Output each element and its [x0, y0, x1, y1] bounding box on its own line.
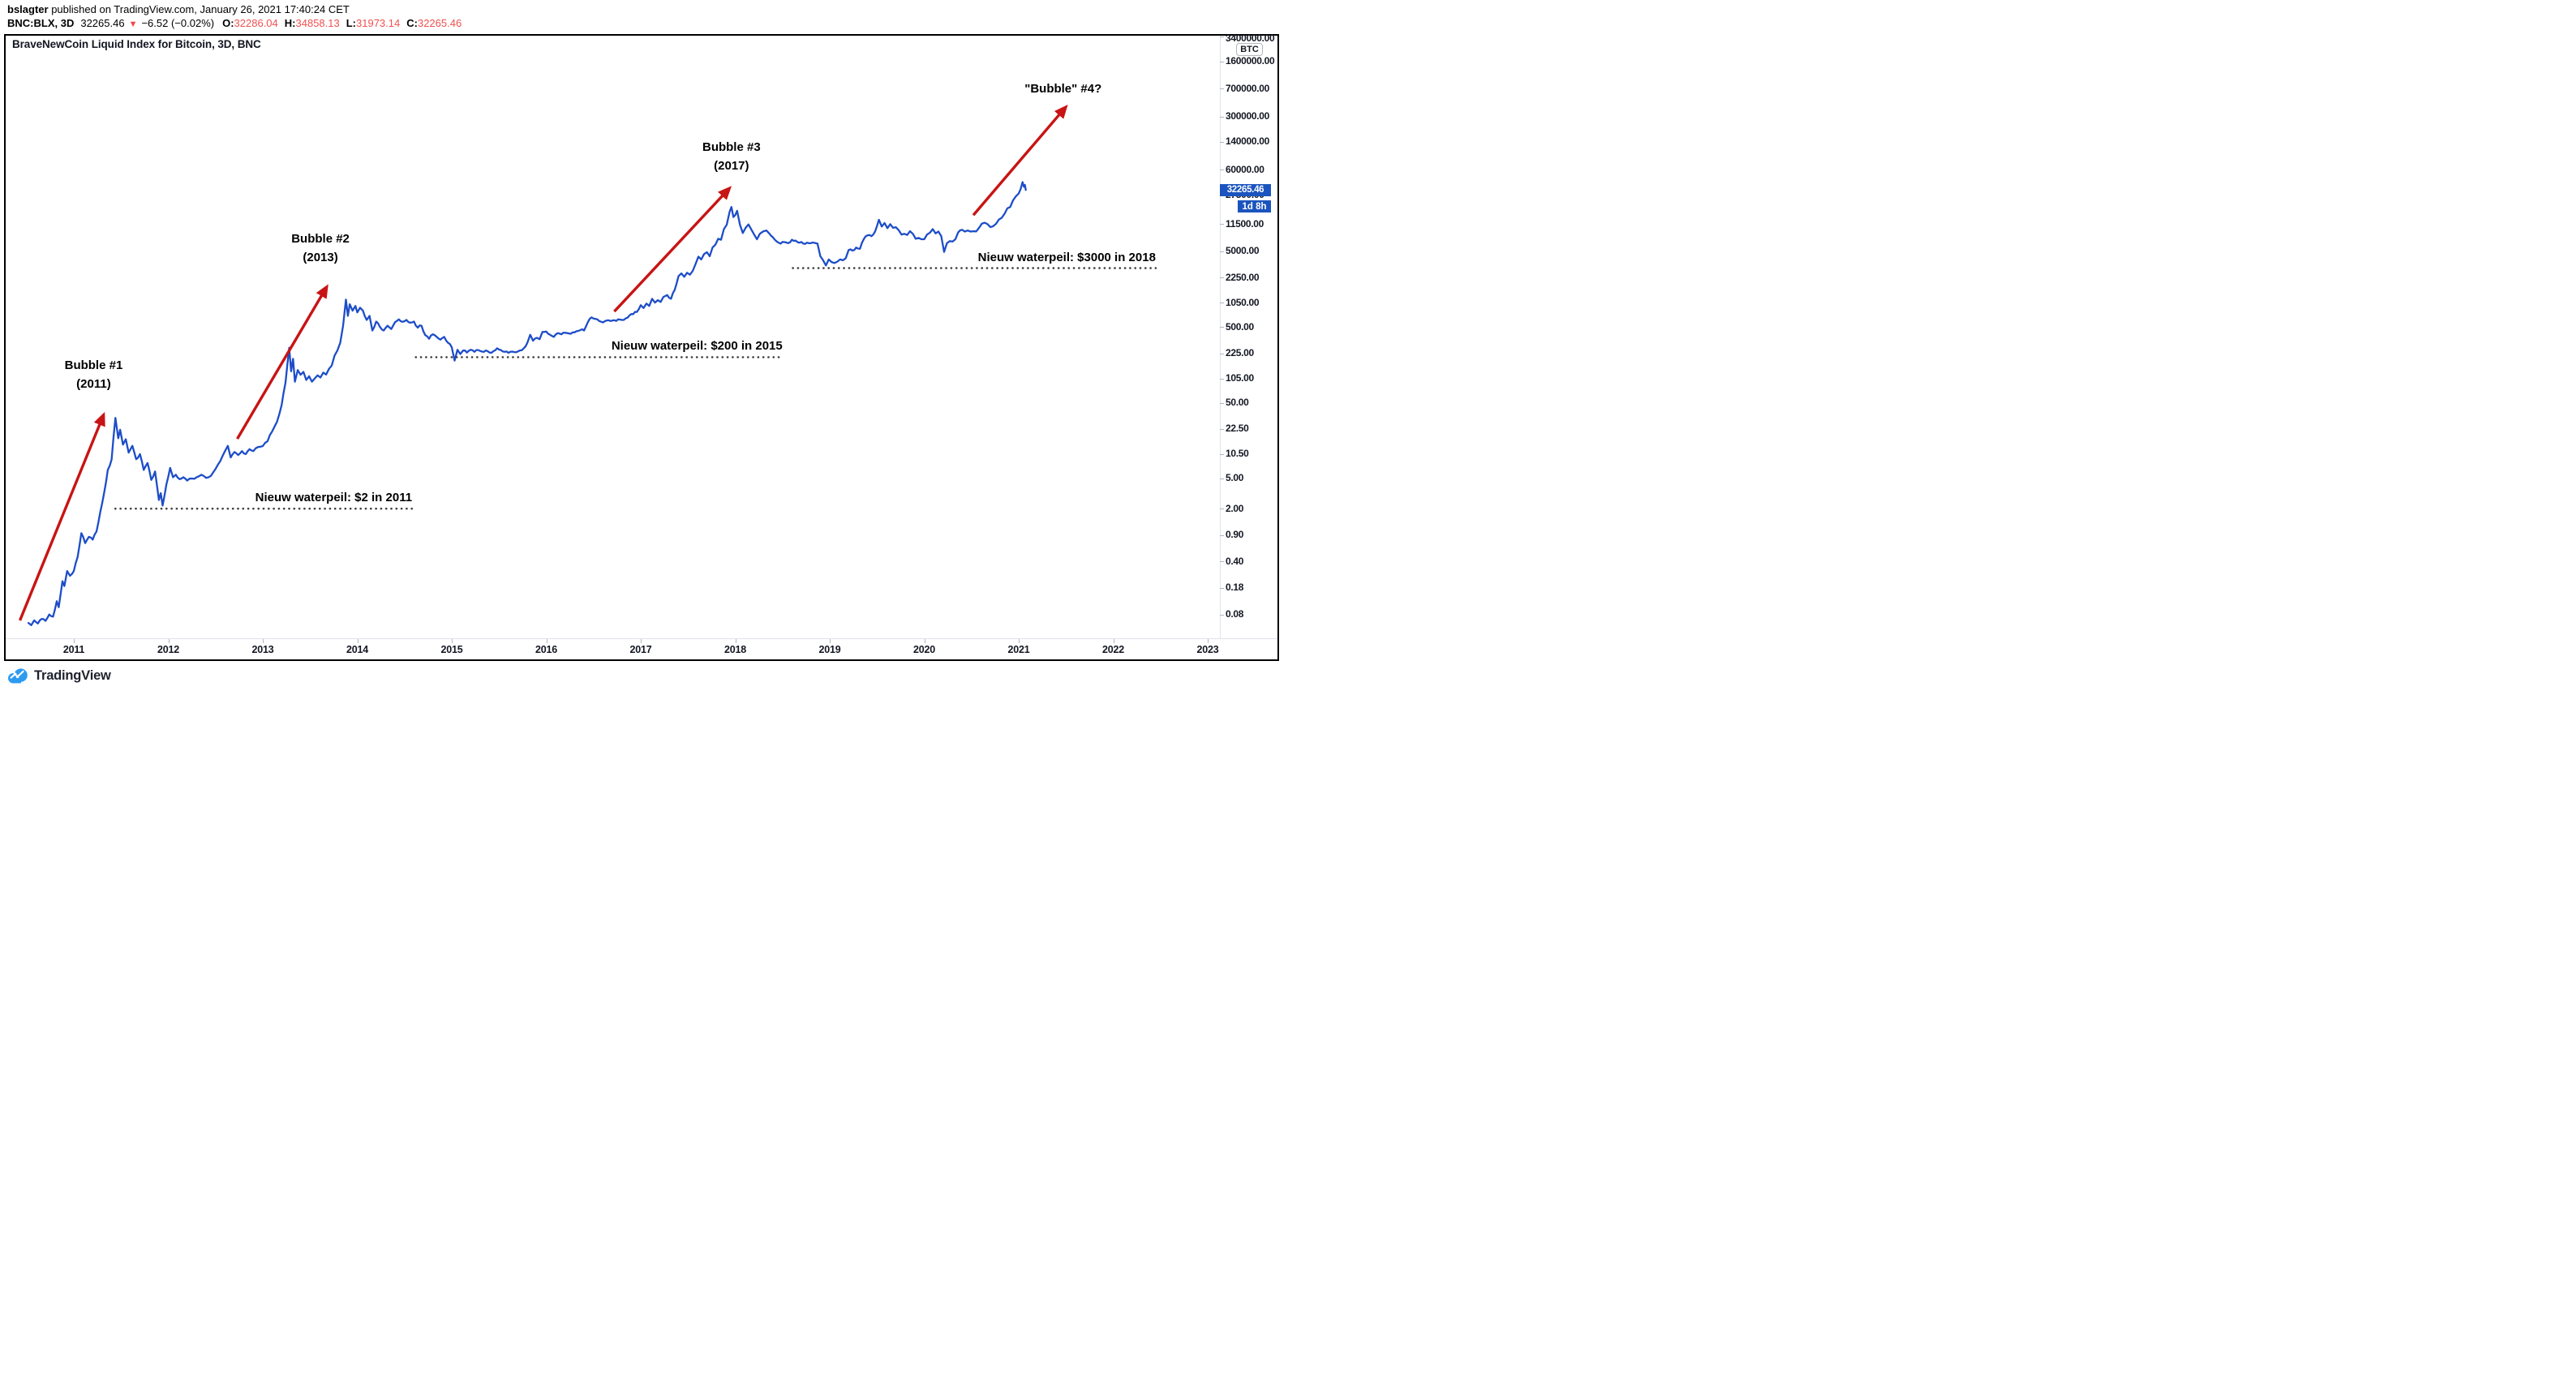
- price-tick-label: 0.90: [1226, 529, 1244, 541]
- waterline-label-2[interactable]: Nieuw waterpeil: $200 in 2015: [611, 339, 783, 354]
- year-label-2022: 2022: [1101, 644, 1125, 655]
- price-tick-label: 0.40: [1226, 555, 1244, 567]
- price-tick-label: 0.18: [1226, 582, 1244, 594]
- year-label-2016: 2016: [535, 644, 558, 655]
- price-tick-mark: [1220, 429, 1224, 430]
- tradingview-logo[interactable]: TradingView: [7, 665, 111, 686]
- price-tick-label: 700000.00: [1226, 82, 1270, 94]
- published-text: published on TradingView.com, January 26…: [51, 3, 350, 15]
- year-label-2017: 2017: [629, 644, 652, 655]
- author-name: bslagter: [7, 3, 49, 15]
- price-tick-label: 5.00: [1226, 472, 1244, 484]
- year-label-2023: 2023: [1196, 644, 1219, 655]
- year-label-2020: 2020: [912, 644, 936, 655]
- price-tick-label: 300000.00: [1226, 110, 1270, 122]
- price-tick-label: 22.50: [1226, 423, 1249, 435]
- trend-arrow-4[interactable]: [972, 104, 1068, 217]
- symbol-ohlc-row: BNC:BLX, 3D 32265.46 ▼ −6.52 (−0.02%) O:3228…: [7, 17, 468, 29]
- tradingview-cloud-icon: [8, 668, 28, 684]
- year-tick-mark: [830, 639, 831, 643]
- year-tick-mark: [452, 639, 453, 643]
- current-price-badge: 32265.46: [1220, 183, 1271, 196]
- high-value: 34858.13: [295, 17, 340, 29]
- symbol-label: BNC:BLX, 3D: [7, 17, 75, 29]
- high-label: H:: [284, 17, 296, 29]
- price-scale-separator: [1220, 36, 1221, 638]
- price-tick-mark: [1220, 277, 1224, 279]
- tradingview-published-chart: bslagter published on TradingView.com, J…: [0, 0, 1288, 691]
- year-label-2011: 2011: [62, 644, 85, 655]
- close-label: C:: [406, 17, 418, 29]
- price-tick-mark: [1220, 534, 1224, 536]
- price-tick-mark: [1220, 561, 1224, 563]
- price-tick-label: 2250.00: [1226, 271, 1260, 283]
- price-tick-label: 0.08: [1226, 608, 1244, 620]
- price-chart-plot[interactable]: [0, 0, 1288, 691]
- waterline-label-3[interactable]: Nieuw waterpeil: $3000 in 2018: [977, 250, 1156, 264]
- change-text: −6.52 (−0.02%): [141, 17, 215, 29]
- year-tick-mark: [1208, 639, 1209, 643]
- price-tick-mark: [1220, 614, 1224, 616]
- year-label-2014: 2014: [346, 644, 369, 655]
- price-tick-label: 11500.00: [1226, 217, 1264, 230]
- price-down-icon: ▼: [128, 19, 138, 29]
- year-label-2013: 2013: [251, 644, 274, 655]
- last-price: 32265.46: [80, 17, 125, 29]
- low-label: L:: [346, 17, 357, 29]
- price-tick-label: 5000.00: [1226, 245, 1260, 257]
- trend-arrow-2[interactable]: [236, 284, 328, 440]
- price-tick-mark: [1220, 453, 1224, 455]
- price-tick-label: 2.00: [1226, 502, 1244, 514]
- time-scale-separator: [6, 638, 1277, 639]
- price-tick-label: 500.00: [1226, 320, 1254, 333]
- bubble-annotation-3[interactable]: Bubble #3 (2017): [702, 140, 761, 173]
- tradingview-wordmark: TradingView: [34, 667, 111, 683]
- year-label-2021: 2021: [1007, 644, 1030, 655]
- price-tick-mark: [1220, 141, 1224, 143]
- price-tick-label: 1050.00: [1226, 296, 1260, 308]
- price-tick-label: 1600000.00: [1226, 55, 1275, 67]
- year-label-2015: 2015: [440, 644, 463, 655]
- price-tick-mark: [1220, 402, 1224, 404]
- currency-unit-badge: BTC: [1236, 43, 1263, 56]
- price-tick-label: 225.00: [1226, 347, 1254, 359]
- year-label-2012: 2012: [157, 644, 180, 655]
- price-tick-mark: [1220, 88, 1224, 90]
- price-tick-mark: [1220, 224, 1224, 225]
- price-tick-label: 10.50: [1226, 448, 1249, 460]
- price-tick-mark: [1220, 327, 1224, 328]
- chart-frame: [4, 34, 1279, 661]
- price-tick-mark: [1220, 36, 1224, 38]
- price-tick-label: 60000.00: [1226, 163, 1264, 175]
- open-label: O:: [222, 17, 234, 29]
- year-tick-mark: [168, 639, 170, 643]
- year-label-2019: 2019: [818, 644, 841, 655]
- trend-arrow-1[interactable]: [19, 411, 105, 621]
- year-tick-mark: [1019, 639, 1020, 643]
- price-tick-label: 3400000.00: [1226, 32, 1275, 44]
- bubble-annotation-2[interactable]: Bubble #2 (2013): [291, 232, 350, 265]
- chart-title: BraveNewCoin Liquid Index for Bitcoin, 3…: [12, 38, 261, 50]
- price-tick-label: 140000.00: [1226, 135, 1270, 148]
- bar-countdown-badge: 1d 8h: [1238, 200, 1271, 213]
- year-tick-mark: [641, 639, 642, 643]
- bubble-annotation-4[interactable]: "Bubble" #4?: [1024, 82, 1102, 96]
- waterline-label-1[interactable]: Nieuw waterpeil: $2 in 2011: [255, 491, 413, 505]
- publish-info: bslagter published on TradingView.com, J…: [7, 3, 350, 15]
- price-tick-label: 50.00: [1226, 397, 1249, 409]
- price-tick-mark: [1220, 378, 1224, 380]
- year-tick-mark: [263, 639, 264, 643]
- price-tick-mark: [1220, 116, 1224, 118]
- trend-arrow-3[interactable]: [613, 186, 732, 313]
- price-line-series[interactable]: [27, 181, 1027, 626]
- price-tick-mark: [1220, 251, 1224, 252]
- price-tick-label: 105.00: [1226, 372, 1254, 384]
- price-tick-mark: [1220, 587, 1224, 589]
- low-value: 31973.14: [356, 17, 401, 29]
- close-value: 32265.46: [417, 17, 462, 29]
- year-tick-mark: [74, 639, 75, 643]
- open-value: 32286.04: [234, 17, 278, 29]
- year-label-2018: 2018: [723, 644, 747, 655]
- bubble-annotation-1[interactable]: Bubble #1 (2011): [64, 358, 123, 391]
